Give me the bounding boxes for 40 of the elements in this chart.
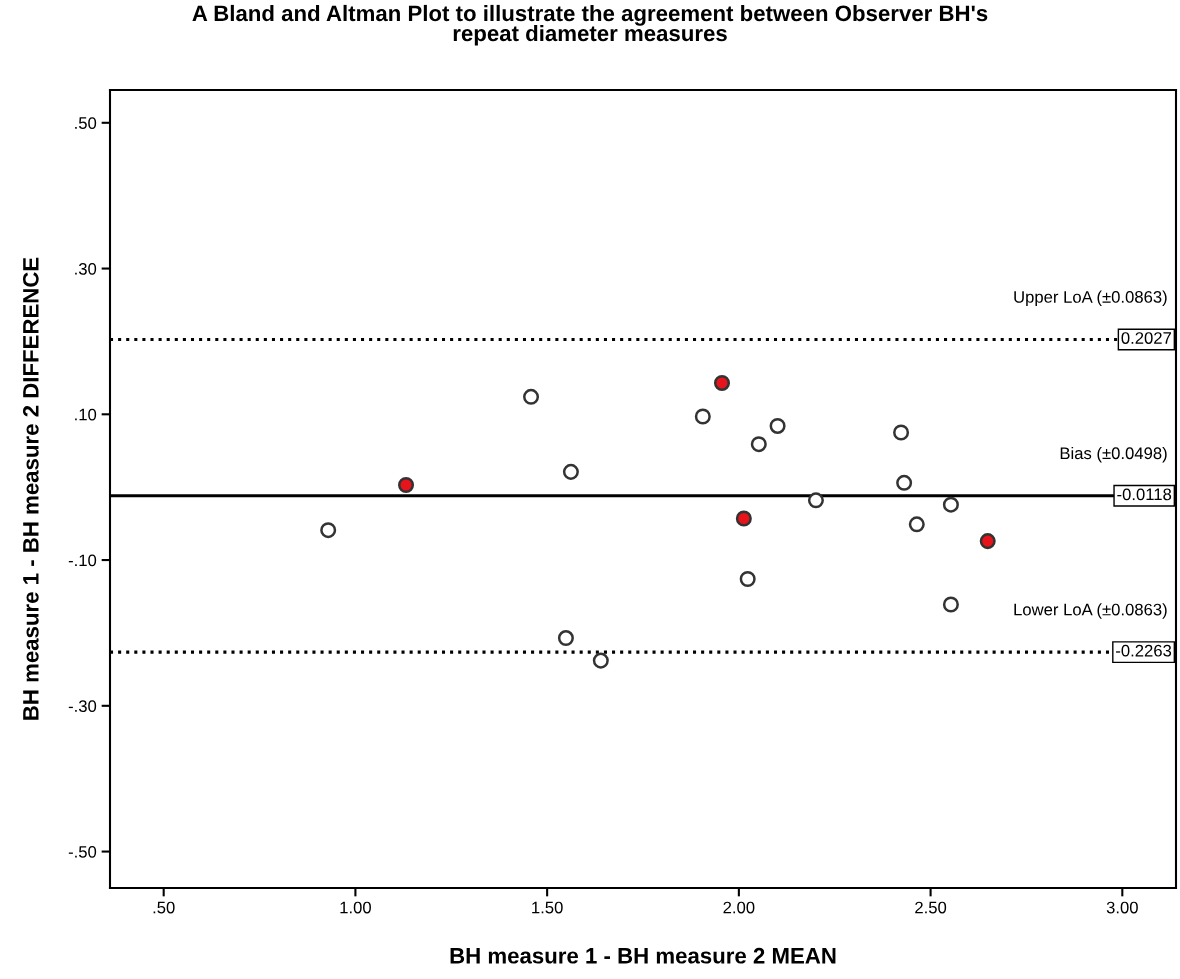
point (807, 492, 824, 509)
point (750, 436, 767, 453)
ref-line-label: Bias (±0.0498) (1060, 446, 1167, 463)
point (713, 374, 731, 391)
point (592, 652, 609, 669)
x-tick-label: .50 (153, 901, 175, 914)
point (398, 476, 415, 494)
y-tick-label: -.30 (68, 700, 97, 713)
y-tick-label: .50 (75, 117, 97, 129)
x-axis-title: BH measure 1 - BH measure 2 MEAN (450, 947, 836, 964)
point (320, 522, 337, 539)
x-tick-label: 3.00 (1106, 901, 1138, 914)
x-tick-label: 1.00 (340, 901, 371, 914)
annotation: 0.2027 (1121, 332, 1171, 344)
x-tick-label: 1.50 (532, 901, 563, 914)
point (942, 596, 959, 613)
point (557, 630, 574, 647)
y-tick-label: .30 (75, 262, 97, 275)
y-tick-label: .10 (75, 408, 97, 421)
point (979, 533, 996, 550)
y-axis-title: BH measure 1 - BH measure 2 DIFFERENCE (22, 257, 39, 720)
annotation: -0.2263 (1116, 644, 1172, 657)
ref-line-label: Lower LoA (±0.0863) (1014, 603, 1167, 619)
point (942, 496, 959, 513)
point (908, 516, 925, 533)
y-tick-label: -.50 (68, 845, 97, 858)
x-tick-label: 2.00 (723, 901, 755, 914)
point (735, 510, 752, 527)
chart-title: A Bland and Altman Plot to illustrate the agreement between Observer BH's repeat diameter measures (192, 4, 988, 46)
point (694, 408, 711, 425)
annotation: -0.0118 (1117, 488, 1172, 501)
x-tick-label: 2.50 (915, 901, 947, 914)
point (769, 417, 786, 434)
point (562, 463, 579, 480)
point (893, 424, 910, 441)
point (896, 474, 913, 491)
point (739, 570, 756, 588)
point (523, 388, 540, 405)
y-tick-label: -.10 (68, 554, 97, 567)
ref-line-label: Upper LoA (±0.0863) (1014, 290, 1167, 307)
